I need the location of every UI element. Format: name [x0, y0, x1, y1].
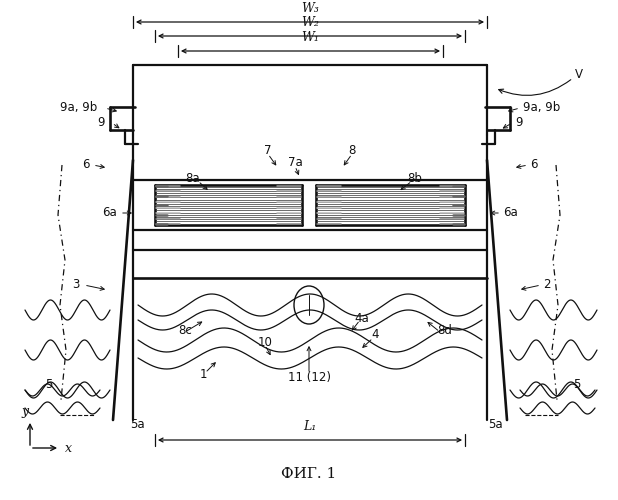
Text: 4: 4	[371, 328, 379, 342]
Text: 3: 3	[73, 278, 80, 291]
Text: 8b: 8b	[407, 172, 423, 184]
Text: 4a: 4a	[355, 312, 370, 324]
Text: 9a, 9b: 9a, 9b	[523, 102, 561, 114]
Text: L₁: L₁	[303, 420, 316, 433]
Text: 5a: 5a	[488, 418, 502, 432]
Text: 8c: 8c	[178, 324, 192, 336]
Text: W₁: W₁	[301, 31, 319, 44]
Text: 6a: 6a	[102, 206, 117, 220]
Text: 5a: 5a	[130, 418, 145, 432]
Text: 1: 1	[200, 368, 208, 382]
Text: 5: 5	[45, 378, 53, 392]
Text: 6: 6	[82, 158, 90, 172]
Text: 6a: 6a	[503, 206, 518, 220]
Text: 8a: 8a	[185, 172, 200, 184]
Text: 9a, 9b: 9a, 9b	[60, 102, 97, 114]
Text: W₃: W₃	[301, 2, 319, 15]
Text: 6: 6	[530, 158, 538, 172]
Text: 11 (12): 11 (12)	[287, 372, 331, 384]
Text: 10: 10	[258, 336, 273, 348]
Text: ФИГ. 1: ФИГ. 1	[281, 467, 337, 481]
Text: W₂: W₂	[301, 16, 319, 29]
Text: 8: 8	[349, 144, 356, 156]
Text: 8d: 8d	[437, 324, 452, 336]
Text: y: y	[22, 405, 28, 418]
Text: 9: 9	[515, 116, 522, 130]
Text: 9: 9	[98, 116, 105, 130]
Text: x: x	[65, 442, 72, 454]
Text: 5: 5	[573, 378, 580, 392]
Text: V: V	[575, 68, 583, 82]
Text: 7: 7	[265, 144, 272, 156]
Text: 2: 2	[543, 278, 551, 291]
Text: 7a: 7a	[287, 156, 302, 170]
